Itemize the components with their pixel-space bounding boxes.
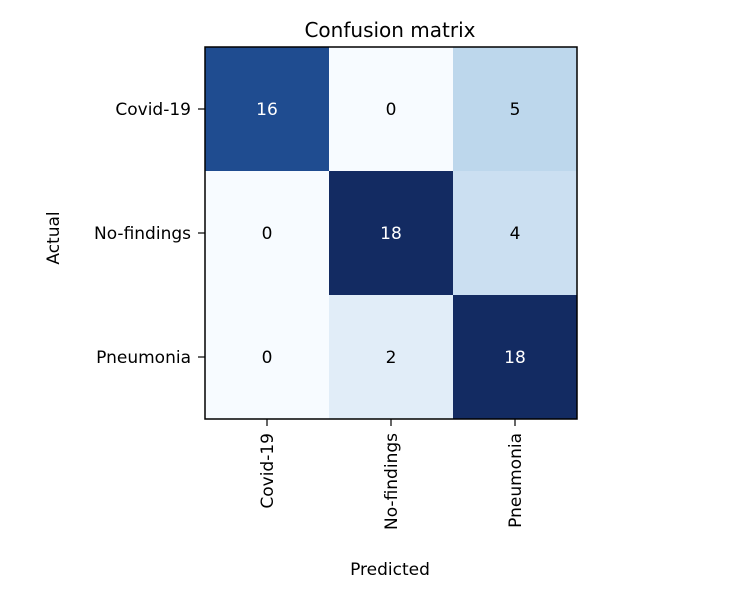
x-tick-label: Pneumonia <box>506 433 526 528</box>
x-tick-group: Covid-19 No-findings Pneumonia <box>258 419 526 530</box>
heatmap-cell-labels: 16 0 5 0 18 4 0 2 18 <box>256 100 526 368</box>
cell-value-label: 0 <box>386 100 397 120</box>
x-tick-label: Covid-19 <box>258 433 278 509</box>
heatmap-cell <box>329 295 453 419</box>
x-tick-label: No-findings <box>382 433 402 530</box>
heatmap-cell <box>205 295 329 419</box>
cell-value-label: 2 <box>386 348 397 368</box>
heatmap-cells <box>205 47 577 419</box>
heatmap-cell <box>329 171 453 295</box>
heatmap-cell <box>453 47 577 171</box>
x-axis-label: Predicted <box>350 560 430 580</box>
y-tick-group: Covid-19 No-findings Pneumonia <box>94 100 205 368</box>
y-tick-label: No-findings <box>94 224 191 244</box>
heatmap-cell <box>453 171 577 295</box>
cell-value-label: 18 <box>504 348 526 368</box>
y-tick-label: Pneumonia <box>96 348 191 368</box>
cell-value-label: 0 <box>262 348 273 368</box>
y-tick-label: Covid-19 <box>115 100 191 120</box>
heatmap-cell <box>453 295 577 419</box>
heatmap-cell <box>205 47 329 171</box>
heatmap-cell <box>329 47 453 171</box>
cell-value-label: 16 <box>256 100 278 120</box>
chart-title: Confusion matrix <box>304 18 475 42</box>
y-axis-label: Actual <box>44 211 64 264</box>
cell-value-label: 18 <box>380 224 402 244</box>
cell-value-label: 5 <box>510 100 521 120</box>
cell-value-label: 0 <box>262 224 273 244</box>
heatmap-cell <box>205 171 329 295</box>
cell-value-label: 4 <box>510 224 521 244</box>
